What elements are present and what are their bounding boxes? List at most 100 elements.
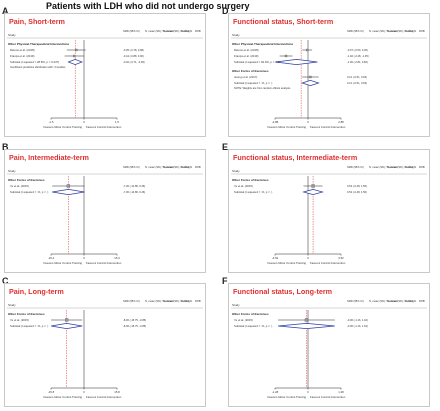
tick-label: -1.5	[49, 120, 54, 124]
tick-label: 0	[307, 120, 309, 124]
tick-label: 0	[83, 256, 85, 260]
column-header: SMD (95% CI)	[123, 29, 140, 33]
ci-text: 0.21 (-0.51, 0.93)	[347, 81, 367, 85]
note-text: Insufficient predictive distribution wit…	[10, 65, 66, 69]
column-header: N, mean (SD); Control	[163, 29, 189, 33]
forest-panel: Functional status, Intermediate-term SMD…	[228, 149, 430, 273]
subtotal-label: Subtotal (I-squared = .%, p = .)	[234, 190, 272, 194]
ci-text: -0.07 (-0.50, 0.36)	[347, 48, 368, 52]
favours-left-label: Favours Motor Control Training	[43, 125, 82, 129]
subtotal-label: Subtotal (I-squared = .%, p = .)	[10, 324, 48, 328]
forest-panel: Pain, Long-term SMD (95% CI) N, mean (SD)…	[4, 283, 206, 407]
tick-label: -15.8	[48, 390, 55, 394]
tick-label: 1.28	[338, 390, 344, 394]
point-estimate	[65, 318, 69, 322]
study-name: Ramos et al. (2018)	[234, 48, 259, 52]
panel-letter: D	[222, 6, 229, 16]
column-header: SMD (95% CI)	[347, 165, 364, 169]
ci-text: -8.30 (-15.75, -0.85)	[123, 318, 146, 322]
subtotal-label: Subtotal (I-squared = .%, p = .)	[234, 81, 272, 85]
ci-text: -7.30 (-14.86, 0.26)	[123, 184, 145, 188]
column-header: % Weight	[405, 29, 416, 33]
group-label: Other Forms of Exercises	[232, 178, 269, 182]
favours-right-label: Favours Control Intervention	[86, 125, 122, 129]
group-label: Other Forms of Exercises	[8, 178, 45, 182]
pooled-diamond	[51, 323, 83, 329]
study-label: Study	[232, 169, 240, 173]
tick-label: 1.5	[115, 120, 119, 124]
column-header: N, mean (SD); Control	[163, 165, 189, 169]
point-estimate	[304, 318, 309, 322]
pooled-diamond	[52, 189, 85, 195]
ci-text: -1.00 (-2.81, 0.82)	[347, 60, 368, 64]
forest-panel: Pain, Intermediate-term SMD (95% CI) N, m…	[4, 149, 206, 273]
group-label: Other Forms of Exercises	[232, 312, 269, 316]
tick-label: -2.88	[272, 120, 279, 124]
column-header: % Weight	[181, 165, 192, 169]
favours-left-label: Favours Motor Control Training	[43, 261, 82, 265]
tick-label: 15.8	[114, 390, 120, 394]
column-header: SMD (95% CI)	[347, 29, 364, 33]
panel-title: Functional status, Short-term	[233, 17, 334, 26]
column-header: % Weight	[181, 29, 192, 33]
column-header: ROB	[419, 29, 425, 33]
ci-text: 0.21 (-0.51, 0.93)	[347, 75, 367, 79]
tick-label: -3.52	[272, 256, 279, 260]
study-name: Jeong et al. (2017)	[234, 75, 257, 79]
column-header: N, mean (SD); Treatment	[369, 165, 398, 169]
pooled-diamond	[278, 323, 335, 329]
point-estimate	[311, 184, 315, 188]
favours-left-label: Favours Motor Control Training	[43, 395, 82, 399]
study-label: Study	[8, 169, 16, 173]
column-header: ROB	[195, 29, 201, 33]
column-header: ROB	[419, 165, 425, 169]
panel-letter: F	[222, 276, 228, 286]
pooled-diamond	[67, 59, 84, 65]
column-header: N, mean (SD); Treatment	[145, 29, 174, 33]
ci-text: 0.54 (-0.48, 1.56)	[347, 190, 367, 194]
ci-text: -1.92 (-2.48, -1.35)	[347, 54, 369, 58]
ci-text: 0.54 (-0.48, 1.56)	[347, 184, 367, 188]
group-label: Other Forms of Exercises	[232, 69, 269, 73]
point-estimate	[75, 48, 78, 52]
favours-right-label: Favours Control Intervention	[310, 261, 346, 265]
pooled-diamond	[300, 80, 320, 86]
favours-left-label: Favours Motor Control Training	[267, 395, 306, 399]
favours-left-label: Favours Motor Control Training	[267, 261, 306, 265]
ci-text: -8.30 (-15.75, -0.85)	[123, 324, 146, 328]
study-label: Study	[8, 303, 16, 307]
subtotal-label: Subtotal (I-squared = .%, p = .)	[234, 324, 272, 328]
column-header: N, mean (SD); Treatment	[145, 165, 174, 169]
group-label: Other Physical-Therapeutical Interventio…	[232, 42, 294, 46]
subtotal-label: Subtotal (I-squared = .%, p = .)	[10, 190, 48, 194]
tick-label: 0	[83, 120, 85, 124]
ci-text: -0.40 (-0.71, -0.09)	[123, 60, 145, 64]
group-label: Other Forms of Exercises	[8, 312, 45, 316]
study-name: França et al. (2019)	[234, 54, 258, 58]
study-label: Study	[8, 33, 16, 37]
panel-title: Pain, Intermediate-term	[9, 153, 89, 162]
favours-right-label: Favours Control Intervention	[310, 395, 346, 399]
study-name: França et al. (2019)	[10, 54, 34, 58]
favours-right-label: Favours Control Intervention	[310, 125, 346, 129]
point-estimate	[306, 48, 309, 52]
tick-label: 2.88	[338, 120, 344, 124]
tick-label: 3.52	[338, 256, 344, 260]
column-header: SMD (95% CI)	[123, 299, 140, 303]
subtotal-label: Subtotal (I-squared = 28.8%, p = 0.237)	[10, 60, 59, 64]
tick-label: 15.4	[114, 256, 120, 260]
favours-left-label: Favours Motor Control Training	[267, 125, 306, 129]
study-label: Study	[232, 33, 240, 37]
study-label: Study	[232, 303, 240, 307]
column-header: SMD (95% CI)	[123, 165, 140, 169]
panel-title: Pain, Short-term	[9, 17, 65, 26]
column-header: N, mean (SD); Treatment	[145, 299, 174, 303]
favours-right-label: Favours Control Intervention	[86, 261, 122, 265]
forest-panel: Functional status, Long-term SMD (95% CI…	[228, 283, 430, 407]
tick-label: -15.4	[48, 256, 55, 260]
figure-title: Patients with LDH who did not undergo su…	[46, 1, 250, 11]
column-header: N, mean (SD); Treatment	[369, 29, 398, 33]
